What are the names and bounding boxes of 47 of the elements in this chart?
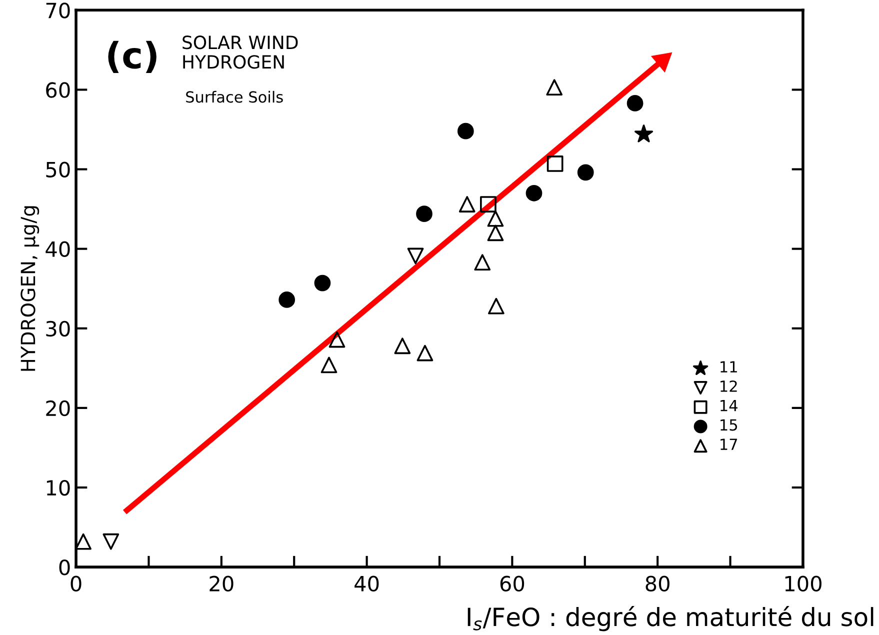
y-tick-label: 10 — [46, 480, 70, 496]
text: (c) — [108, 40, 156, 73]
point — [314, 274, 331, 292]
point — [102, 533, 120, 550]
x-tick-label: 80 — [646, 576, 670, 592]
point — [487, 224, 504, 242]
point — [76, 533, 92, 550]
y-tick-label: 30 — [46, 320, 70, 337]
point — [458, 196, 476, 212]
legend-label: 17 — [720, 438, 738, 450]
point — [546, 79, 563, 96]
legend-label: 15 — [720, 419, 737, 431]
x-tick-label: 40 — [354, 576, 379, 592]
legend-label: 14 — [720, 400, 738, 412]
point — [487, 210, 504, 227]
point — [577, 164, 594, 181]
y-axis-title: HYDROGEN, µg/g — [20, 206, 40, 371]
text: SOLAR WIND HYDROGEN — [182, 36, 298, 69]
point — [526, 184, 542, 202]
point — [474, 254, 491, 271]
y-tick-label: 50 — [46, 162, 70, 178]
point — [546, 156, 564, 172]
x-axis-title: I$_{s}$/FeO : degré de maturité du sol — [468, 606, 874, 632]
legend-label: 11 — [720, 361, 737, 372]
y-tick-label: 0 — [59, 560, 70, 576]
annotation: Surface Soils — [186, 90, 283, 103]
point — [328, 331, 346, 348]
y-tick-label: 40 — [46, 241, 70, 258]
x-tick-label: 0 — [70, 576, 82, 592]
point — [457, 122, 474, 140]
point — [416, 344, 434, 362]
x-tick-label: 60 — [500, 576, 524, 592]
point — [278, 292, 296, 308]
point — [634, 124, 654, 142]
x-tick-label: 20 — [210, 576, 234, 592]
point — [488, 298, 504, 314]
legend-label: 12 — [720, 380, 737, 392]
x-tick-label: 100 — [785, 576, 822, 592]
point — [394, 338, 411, 354]
point — [626, 95, 644, 112]
y-tick-label: 70 — [46, 2, 70, 18]
point — [407, 248, 424, 264]
y-tick-label: 20 — [46, 400, 70, 416]
point — [320, 356, 338, 374]
point — [416, 206, 432, 222]
y-tick-label: 60 — [46, 82, 70, 98]
point — [480, 196, 496, 212]
